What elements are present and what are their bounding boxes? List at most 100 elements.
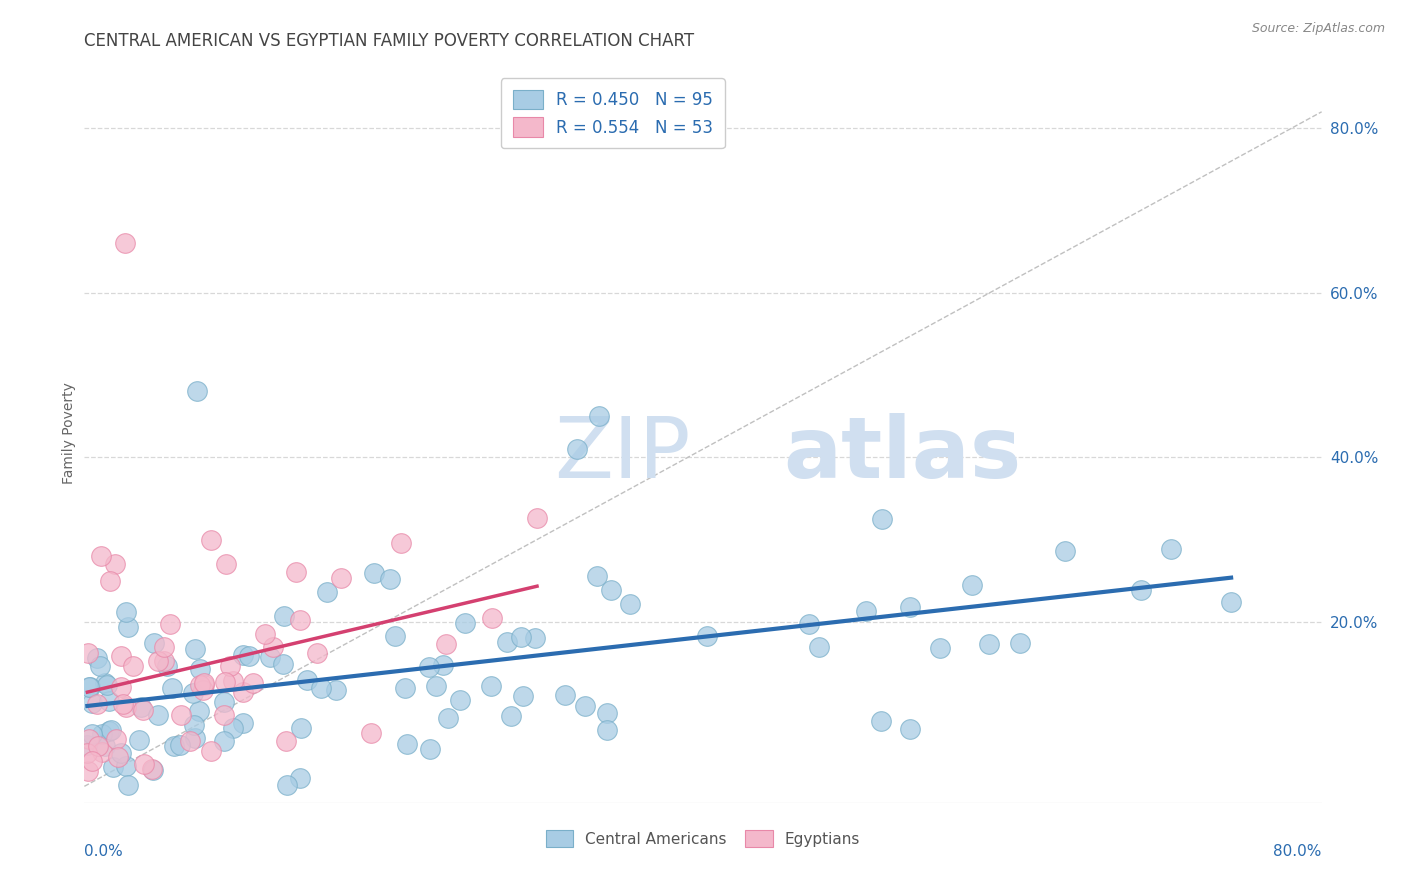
Point — [212, 695, 235, 709]
Point — [146, 654, 169, 668]
Point — [222, 721, 245, 735]
Point — [696, 629, 718, 643]
Point — [436, 637, 458, 651]
Text: ZIP: ZIP — [554, 413, 690, 496]
Point — [115, 700, 138, 714]
Text: atlas: atlas — [783, 413, 1022, 496]
Point — [183, 718, 205, 732]
Point — [90, 549, 112, 563]
Point — [187, 704, 209, 718]
Point — [86, 697, 108, 711]
Point — [808, 640, 831, 654]
Point — [193, 676, 215, 690]
Point — [215, 558, 238, 572]
Point — [80, 696, 103, 710]
Point — [855, 604, 877, 618]
Point — [288, 613, 311, 627]
Point — [169, 738, 191, 752]
Point — [928, 641, 950, 656]
Point — [384, 629, 406, 643]
Point — [96, 678, 118, 692]
Point — [163, 739, 186, 753]
Point — [295, 673, 318, 687]
Point — [110, 680, 132, 694]
Point — [242, 676, 264, 690]
Point — [419, 742, 441, 756]
Point — [496, 634, 519, 648]
Point — [960, 578, 983, 592]
Point — [1220, 595, 1243, 609]
Point — [898, 600, 921, 615]
Point — [222, 674, 245, 689]
Point — [259, 649, 281, 664]
Point — [900, 722, 922, 736]
Point — [91, 727, 114, 741]
Point — [77, 764, 100, 778]
Point — [170, 707, 193, 722]
Point — [153, 640, 176, 654]
Point — [184, 642, 207, 657]
Point — [188, 662, 211, 676]
Point — [89, 659, 111, 673]
Point — [499, 709, 522, 723]
Point — [212, 734, 235, 748]
Point — [232, 685, 254, 699]
Point — [360, 726, 382, 740]
Text: 0.0%: 0.0% — [84, 844, 124, 858]
Point — [94, 739, 117, 753]
Point — [316, 585, 339, 599]
Point — [238, 649, 260, 664]
Point — [181, 686, 204, 700]
Point — [274, 733, 297, 747]
Point — [254, 626, 277, 640]
Point — [1160, 541, 1182, 556]
Point — [554, 688, 576, 702]
Point — [596, 723, 619, 737]
Point — [91, 745, 114, 759]
Point — [432, 657, 454, 672]
Point — [153, 654, 176, 668]
Point — [425, 679, 447, 693]
Point — [200, 533, 222, 547]
Point — [363, 566, 385, 580]
Legend: Central Americans, Egyptians: Central Americans, Egyptians — [534, 819, 872, 858]
Point — [378, 572, 401, 586]
Point — [214, 675, 236, 690]
Text: 80.0%: 80.0% — [1274, 844, 1322, 858]
Point — [97, 724, 120, 739]
Point — [183, 731, 205, 746]
Y-axis label: Family Poverty: Family Poverty — [62, 382, 76, 483]
Point — [449, 693, 471, 707]
Point — [1129, 583, 1152, 598]
Point — [115, 759, 138, 773]
Point — [107, 749, 129, 764]
Point — [870, 714, 893, 728]
Point — [129, 700, 152, 714]
Point — [179, 734, 201, 748]
Point — [273, 609, 295, 624]
Point — [105, 732, 128, 747]
Point — [479, 679, 502, 693]
Point — [117, 778, 139, 792]
Point — [288, 771, 311, 785]
Point — [128, 733, 150, 747]
Point — [77, 732, 100, 747]
Point — [218, 659, 240, 673]
Point — [284, 565, 307, 579]
Point — [232, 648, 254, 662]
Point — [200, 744, 222, 758]
Point — [79, 680, 101, 694]
Point — [311, 681, 333, 695]
Point — [526, 511, 548, 525]
Point — [1008, 636, 1031, 650]
Point — [132, 703, 155, 717]
Point — [100, 723, 122, 737]
Point — [186, 384, 208, 399]
Point — [262, 640, 284, 654]
Point — [80, 755, 103, 769]
Point — [115, 605, 138, 619]
Point — [188, 678, 211, 692]
Point — [565, 442, 588, 456]
Point — [418, 660, 440, 674]
Point — [121, 659, 143, 673]
